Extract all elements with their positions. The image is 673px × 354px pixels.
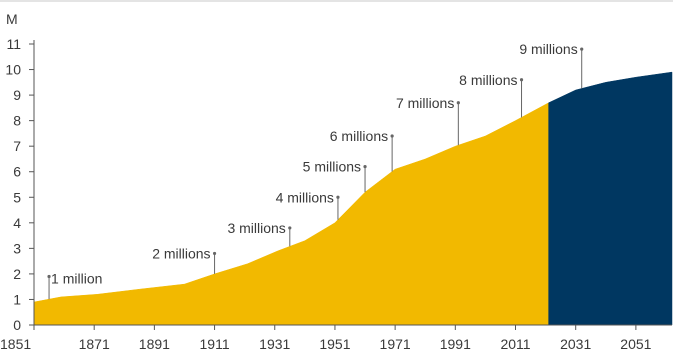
y-tick-label: 4	[13, 215, 21, 231]
y-tick-label: 1	[13, 291, 21, 307]
annotation-label: 3 millions	[227, 220, 285, 236]
x-tick-label: 1891	[139, 336, 170, 352]
annotation-label: 9 millions	[519, 41, 577, 57]
annotation-dot	[363, 165, 367, 169]
x-tick-label: 1871	[79, 336, 110, 352]
y-tick-label: 9	[13, 87, 21, 103]
annotation-label: 1 million	[51, 270, 102, 286]
x-tick-label: 2011	[500, 336, 530, 352]
axes-layer: 0 1 2 3 4 5 6 7 8 9 10 11 M 1851 1871 1891 1911 1931 1951 1…	[0, 11, 672, 352]
x-tick-label: 1931	[259, 336, 290, 352]
x-tick-label: 2031	[560, 336, 591, 352]
annotation-label: 5 millions	[303, 159, 361, 175]
annotation-label: 8 millions	[459, 72, 517, 88]
annotation-label: 7 millions	[396, 95, 454, 111]
annotation-dot	[212, 251, 217, 256]
y-tick-label: 6	[13, 164, 21, 180]
x-tick-label: 1971	[380, 336, 411, 352]
annotation-dot	[336, 195, 340, 199]
area-series-1	[548, 71, 673, 326]
annotation-dot	[519, 78, 524, 82]
x-tick-label: 1851	[0, 336, 31, 352]
annotation-dot	[390, 134, 394, 138]
annotation-label: 2 millions	[152, 245, 210, 261]
annotation-dot	[580, 47, 584, 51]
y-axis-unit-label: M	[6, 11, 18, 27]
area-layer	[33, 71, 673, 326]
y-tick-label: 0	[13, 317, 21, 333]
area-series-0	[33, 102, 549, 326]
annotation-dot	[288, 226, 292, 230]
x-tick-label: 1951	[319, 336, 350, 352]
annotation-dot	[47, 274, 51, 279]
y-tick-label: 3	[13, 240, 21, 256]
annotation-layer: 1 million 2 millions 3 millions 4 millions 5…	[47, 41, 584, 300]
y-tick-label: 5	[13, 189, 21, 205]
y-tick-label: 10	[5, 62, 21, 78]
x-tick-label: 1911	[200, 336, 230, 352]
y-tick-label: 11	[6, 36, 21, 52]
y-tick-label: 2	[13, 266, 21, 282]
annotation-label: 4 millions	[276, 189, 334, 205]
x-tick-label: 1991	[440, 336, 471, 352]
annotation-dot	[456, 101, 460, 105]
x-tick-label: 2051	[620, 336, 651, 352]
y-tick-label: 8	[13, 113, 21, 129]
y-tick-label: 7	[13, 138, 21, 154]
annotation-label: 6 millions	[330, 128, 388, 144]
